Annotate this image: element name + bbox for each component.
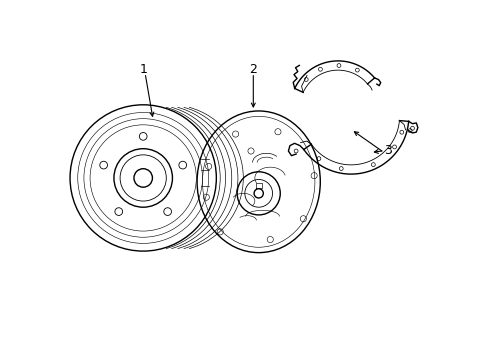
Text: 2: 2 (249, 63, 257, 76)
Text: 3: 3 (384, 144, 391, 157)
Text: 1: 1 (139, 63, 147, 76)
